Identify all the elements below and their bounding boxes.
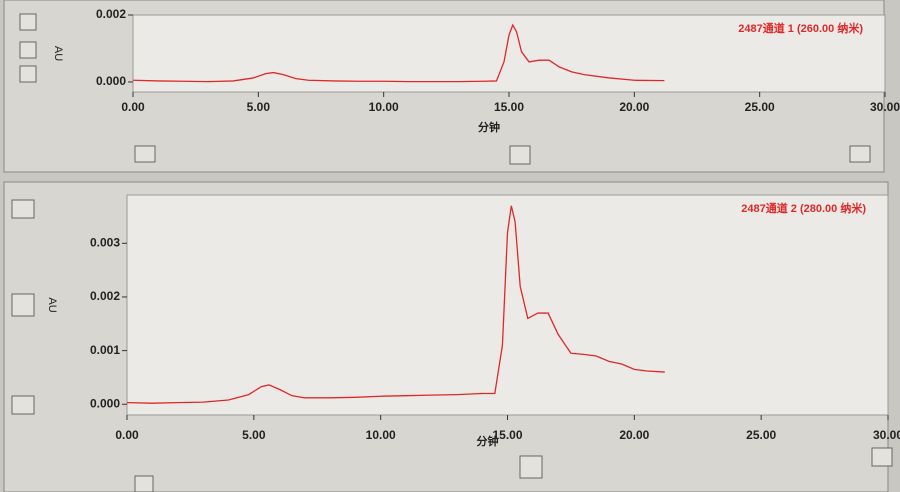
x-tick-label: 20.00 — [619, 100, 649, 114]
x-tick-label: 5.00 — [242, 428, 266, 442]
legend-label: 2487通道 2 (280.00 纳米) — [741, 201, 866, 215]
scroll-right-button[interactable] — [849, 145, 871, 163]
y-tick-label: 0.003 — [90, 235, 120, 249]
x-tick-label: 20.00 — [619, 428, 649, 442]
x-tick-label: 10.00 — [369, 100, 399, 114]
y-axis-label: AU — [46, 297, 58, 312]
x-tick-label: 15.00 — [492, 428, 522, 442]
scroll-up-button[interactable] — [19, 13, 37, 31]
scroll-right-button[interactable] — [871, 447, 893, 467]
zoom-button[interactable] — [11, 293, 35, 317]
y-tick-label: 0.002 — [96, 7, 126, 21]
x-axis-label: 分钟 — [477, 434, 499, 448]
scroll-thumb[interactable] — [519, 455, 543, 479]
scroll-down-button[interactable] — [11, 395, 35, 415]
scroll-up-button[interactable] — [11, 199, 35, 219]
x-tick-label: 30.00 — [870, 100, 900, 114]
zoom-button[interactable] — [19, 41, 37, 59]
y-tick-label: 0.002 — [90, 289, 120, 303]
scroll-thumb[interactable] — [509, 145, 531, 165]
legend-label: 2487通道 1 (260.00 纳米) — [738, 21, 863, 35]
y-axis-label: AU — [52, 46, 64, 61]
x-tick-label: 15.00 — [494, 100, 524, 114]
trace-line — [126, 205, 665, 404]
y-tick-label: 0.000 — [96, 74, 126, 88]
trace-line — [132, 23, 665, 83]
x-axis-label: 分钟 — [478, 120, 500, 134]
plot-area-1 — [132, 14, 886, 93]
scroll-left-button[interactable] — [134, 475, 154, 492]
y-tick-label: 0.001 — [90, 343, 120, 357]
x-tick-label: 0.00 — [115, 428, 139, 442]
x-tick-label: 30.00 — [873, 428, 900, 442]
x-tick-label: 25.00 — [746, 428, 776, 442]
x-tick-label: 25.00 — [745, 100, 775, 114]
scroll-down-button[interactable] — [19, 65, 37, 83]
scroll-left-button[interactable] — [134, 145, 156, 163]
x-tick-label: 10.00 — [366, 428, 396, 442]
y-tick-label: 0.000 — [90, 396, 120, 410]
x-tick-label: 5.00 — [247, 100, 271, 114]
x-tick-label: 0.00 — [121, 100, 145, 114]
